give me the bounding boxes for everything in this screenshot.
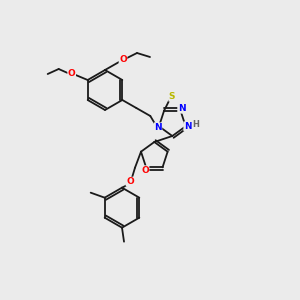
Text: N: N: [184, 122, 191, 131]
Text: H: H: [192, 120, 199, 129]
Text: O: O: [68, 70, 76, 79]
Text: N: N: [154, 123, 162, 132]
Text: N: N: [178, 104, 185, 113]
Text: O: O: [126, 177, 134, 186]
Text: O: O: [119, 56, 127, 64]
Text: S: S: [169, 92, 175, 101]
Text: O: O: [141, 166, 149, 175]
